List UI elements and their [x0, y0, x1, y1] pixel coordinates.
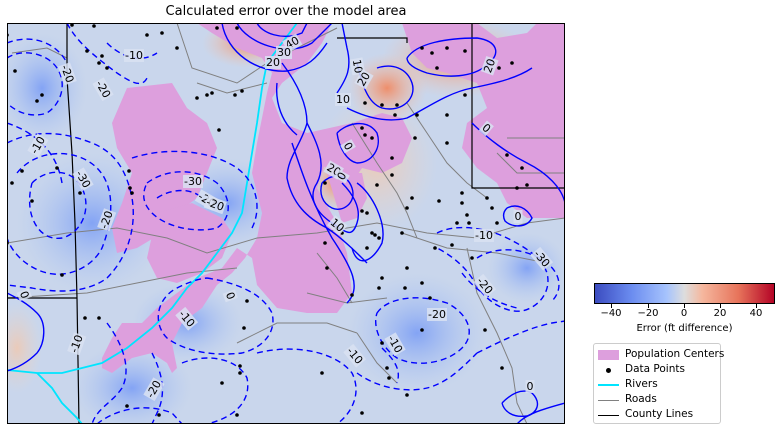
contour-label: 30: [277, 46, 291, 59]
contour-label: 10: [350, 58, 365, 74]
contour-label: -20: [205, 196, 226, 214]
contour-label: 0: [515, 210, 522, 223]
road-line-swatch: [598, 395, 619, 405]
map-canvas: 40 30 20 10 10 20 20 0 0 20 10 0 -10 -20…: [7, 23, 565, 424]
contour-label: 0: [527, 380, 534, 393]
river-line-swatch: [598, 380, 619, 390]
colorbar-tick-label: 20: [713, 308, 727, 319]
population-swatch: [598, 350, 619, 360]
contour-label-bg: [67, 332, 87, 356]
legend-label: County Lines: [625, 408, 694, 420]
contour-label-bg: [203, 195, 227, 215]
contour-label: 10: [336, 93, 350, 106]
contour-label-bg: [474, 229, 494, 242]
colorbar-tick: [611, 304, 612, 308]
contour-label: 20: [355, 70, 373, 89]
contour-label-bg: [124, 49, 144, 62]
contour-label-bg: [276, 46, 292, 59]
legend-label: Rivers: [625, 378, 658, 390]
rivers: [7, 23, 298, 424]
contours-positive: [7, 23, 565, 424]
error-map: 40 30 20 10 10 20 20 0 0 20 10 0 -10 -20…: [7, 23, 565, 424]
legend-item-county-lines: County Lines: [594, 408, 722, 422]
contour-label-bg: [72, 167, 94, 192]
contour-label: 0: [223, 290, 238, 301]
colorbar-tick: [756, 304, 757, 308]
contour-label: -20: [58, 63, 76, 84]
legend-label: Data Points: [625, 363, 685, 375]
map-title: Calculated error over the model area: [165, 4, 407, 19]
contour-label-bg: [513, 210, 523, 223]
legend-label: Population Centers: [625, 348, 725, 360]
contour-label-bg: [326, 215, 348, 236]
colorbar-tick-label: −40: [600, 308, 622, 319]
contour-label-bg: [334, 169, 350, 184]
contour-label: 20: [266, 56, 280, 69]
contour-label: -10: [125, 49, 143, 62]
contour-label: 0: [17, 289, 32, 300]
map-legend: Population Centers Data Points Rivers Ro…: [593, 343, 725, 424]
colorbar-tick: [648, 304, 649, 308]
legend-label: Roads: [625, 393, 657, 405]
contour-label-bg: [340, 139, 356, 154]
contour-label: 20: [481, 57, 498, 75]
colorbar-tick: [720, 304, 721, 308]
contour-label-bg: [265, 56, 281, 69]
contour-label: -10: [475, 229, 493, 242]
contour-label-bg: [222, 289, 238, 303]
contour-label-bg: [478, 120, 494, 137]
colorbar-tick-label: −20: [637, 308, 659, 319]
map-frame: [7, 23, 565, 424]
contour-label-bg: [530, 246, 554, 271]
legend-item-population: Population Centers: [594, 348, 725, 362]
colorbar-tick: [684, 304, 685, 308]
contour-label-bg: [97, 208, 117, 232]
contour-label-bg: [143, 377, 165, 402]
contour-label: -30: [184, 175, 202, 188]
contour-label-bg: [335, 93, 351, 106]
contour-label-bg: [354, 69, 374, 90]
legend-item-rivers: Rivers: [594, 378, 722, 392]
colorbar-label: Error (ft difference): [636, 323, 733, 334]
contour-label-bg: [183, 175, 203, 188]
contour-label: -10: [68, 333, 86, 354]
contour-label: -20: [428, 308, 446, 321]
legend-item-data-points: Data Points: [594, 363, 722, 377]
legend-item-roads: Roads: [594, 393, 722, 407]
contour-label-bg: [525, 380, 535, 393]
colorbar-tick-label: 40: [749, 308, 763, 319]
contour-label-bg: [57, 62, 77, 86]
county-line-swatch: [598, 410, 619, 420]
contour-label-bg: [473, 273, 497, 298]
contour-label-bg: [16, 288, 32, 302]
contour-label: -20: [98, 209, 116, 230]
colorbar: [594, 283, 775, 304]
contour-label-bg: [384, 332, 406, 357]
colorbar-tick-label: 0: [680, 308, 688, 319]
data-point-marker: [598, 365, 619, 375]
contour-label-bg: [27, 133, 49, 158]
contour-label-bg: [480, 56, 499, 76]
contour-label-bg: [175, 306, 199, 331]
contour-label-bg: [343, 343, 367, 368]
contour-label-bg: [92, 77, 114, 102]
contour-label-bg: [427, 308, 447, 321]
